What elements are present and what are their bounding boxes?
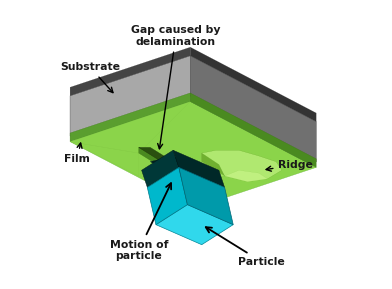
Polygon shape (70, 47, 190, 96)
Polygon shape (70, 101, 316, 208)
Text: Ridge: Ridge (266, 160, 313, 171)
Text: Particle: Particle (206, 227, 285, 267)
Polygon shape (179, 167, 233, 225)
Polygon shape (225, 170, 268, 182)
Polygon shape (139, 147, 185, 170)
Polygon shape (156, 205, 233, 245)
Polygon shape (190, 93, 316, 167)
Polygon shape (139, 147, 185, 170)
Polygon shape (202, 150, 282, 182)
Polygon shape (202, 153, 225, 176)
Polygon shape (150, 156, 219, 190)
Text: Substrate: Substrate (60, 62, 120, 92)
Polygon shape (190, 47, 316, 122)
Polygon shape (142, 150, 179, 188)
Polygon shape (139, 147, 162, 167)
Polygon shape (173, 150, 225, 188)
Polygon shape (70, 96, 316, 202)
Polygon shape (162, 156, 185, 176)
Text: Motion of
particle: Motion of particle (109, 183, 171, 261)
Text: Gap caused by
delamination: Gap caused by delamination (131, 25, 221, 149)
Polygon shape (70, 142, 139, 176)
Polygon shape (70, 56, 190, 136)
Polygon shape (70, 93, 190, 142)
Polygon shape (70, 101, 190, 153)
Polygon shape (190, 56, 316, 162)
Polygon shape (162, 162, 225, 182)
Text: Film: Film (64, 143, 90, 164)
Polygon shape (147, 167, 187, 225)
